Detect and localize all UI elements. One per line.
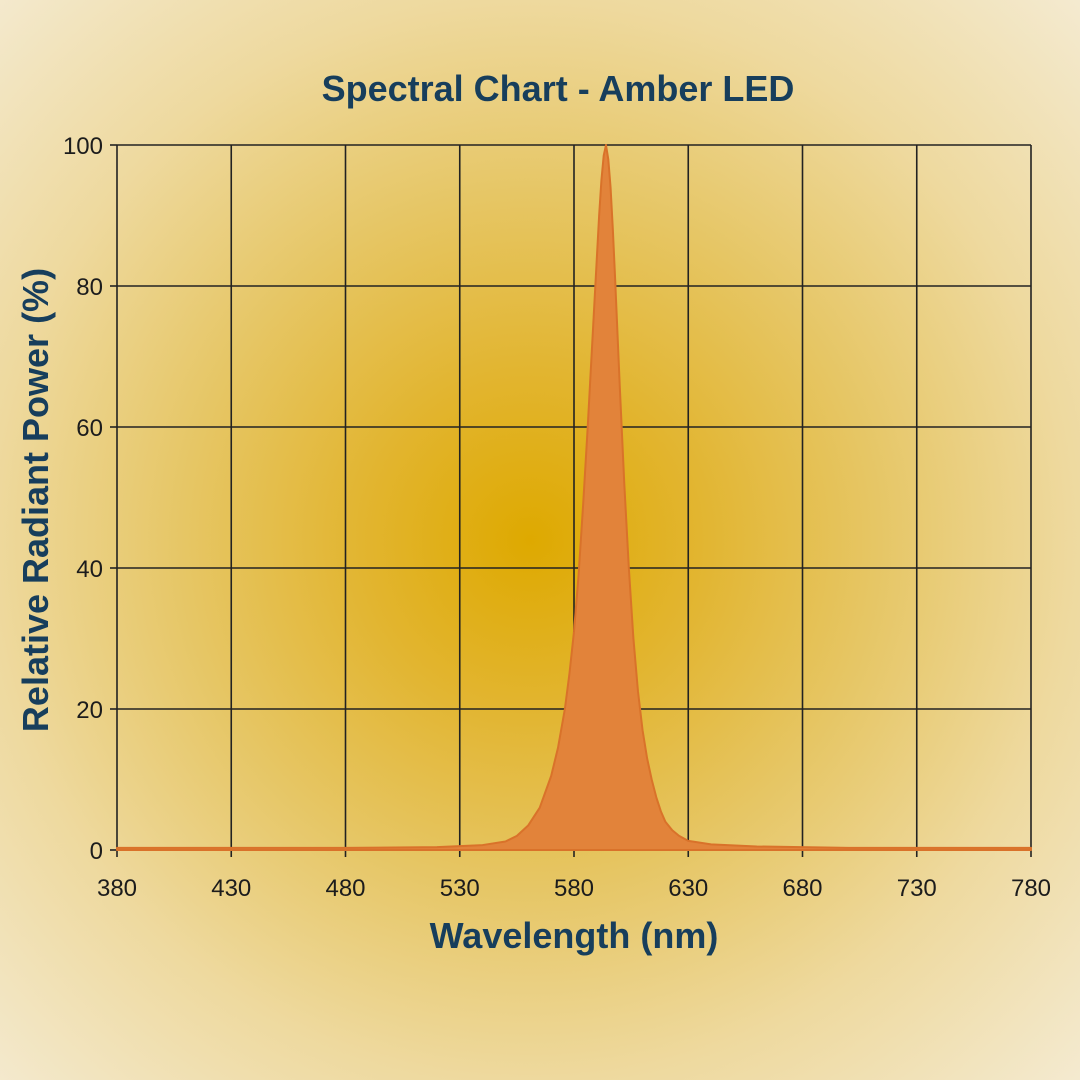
x-tick-label: 780 <box>1011 875 1051 902</box>
y-tick-label: 20 <box>76 697 103 724</box>
y-axis-ticks: 0 20 40 60 80 100 <box>63 133 103 865</box>
y-tick-label: 100 <box>63 133 103 160</box>
x-tick-label: 580 <box>554 875 594 902</box>
x-axis-label: Wavelength (nm) <box>429 915 719 956</box>
series-fill <box>116 144 1032 851</box>
series-area <box>116 144 1032 851</box>
x-tick-label: 680 <box>782 875 822 902</box>
y-tick-label: 60 <box>76 415 103 442</box>
x-tick-label: 480 <box>325 875 365 902</box>
x-tick-label: 380 <box>97 875 137 902</box>
x-tick-label: 630 <box>668 875 708 902</box>
y-axis-label: Relative Radiant Power (%) <box>15 267 56 733</box>
x-axis-ticks: 380 430 480 530 580 630 680 730 780 <box>97 875 1051 902</box>
chart-title: Spectral Chart - Amber LED <box>321 68 795 109</box>
x-tick-label: 430 <box>211 875 251 902</box>
y-tick-label: 40 <box>76 556 103 583</box>
y-tick-label: 80 <box>76 274 103 301</box>
y-tick-label: 0 <box>90 838 103 865</box>
x-tick-label: 730 <box>897 875 937 902</box>
x-tick-label: 530 <box>440 875 480 902</box>
